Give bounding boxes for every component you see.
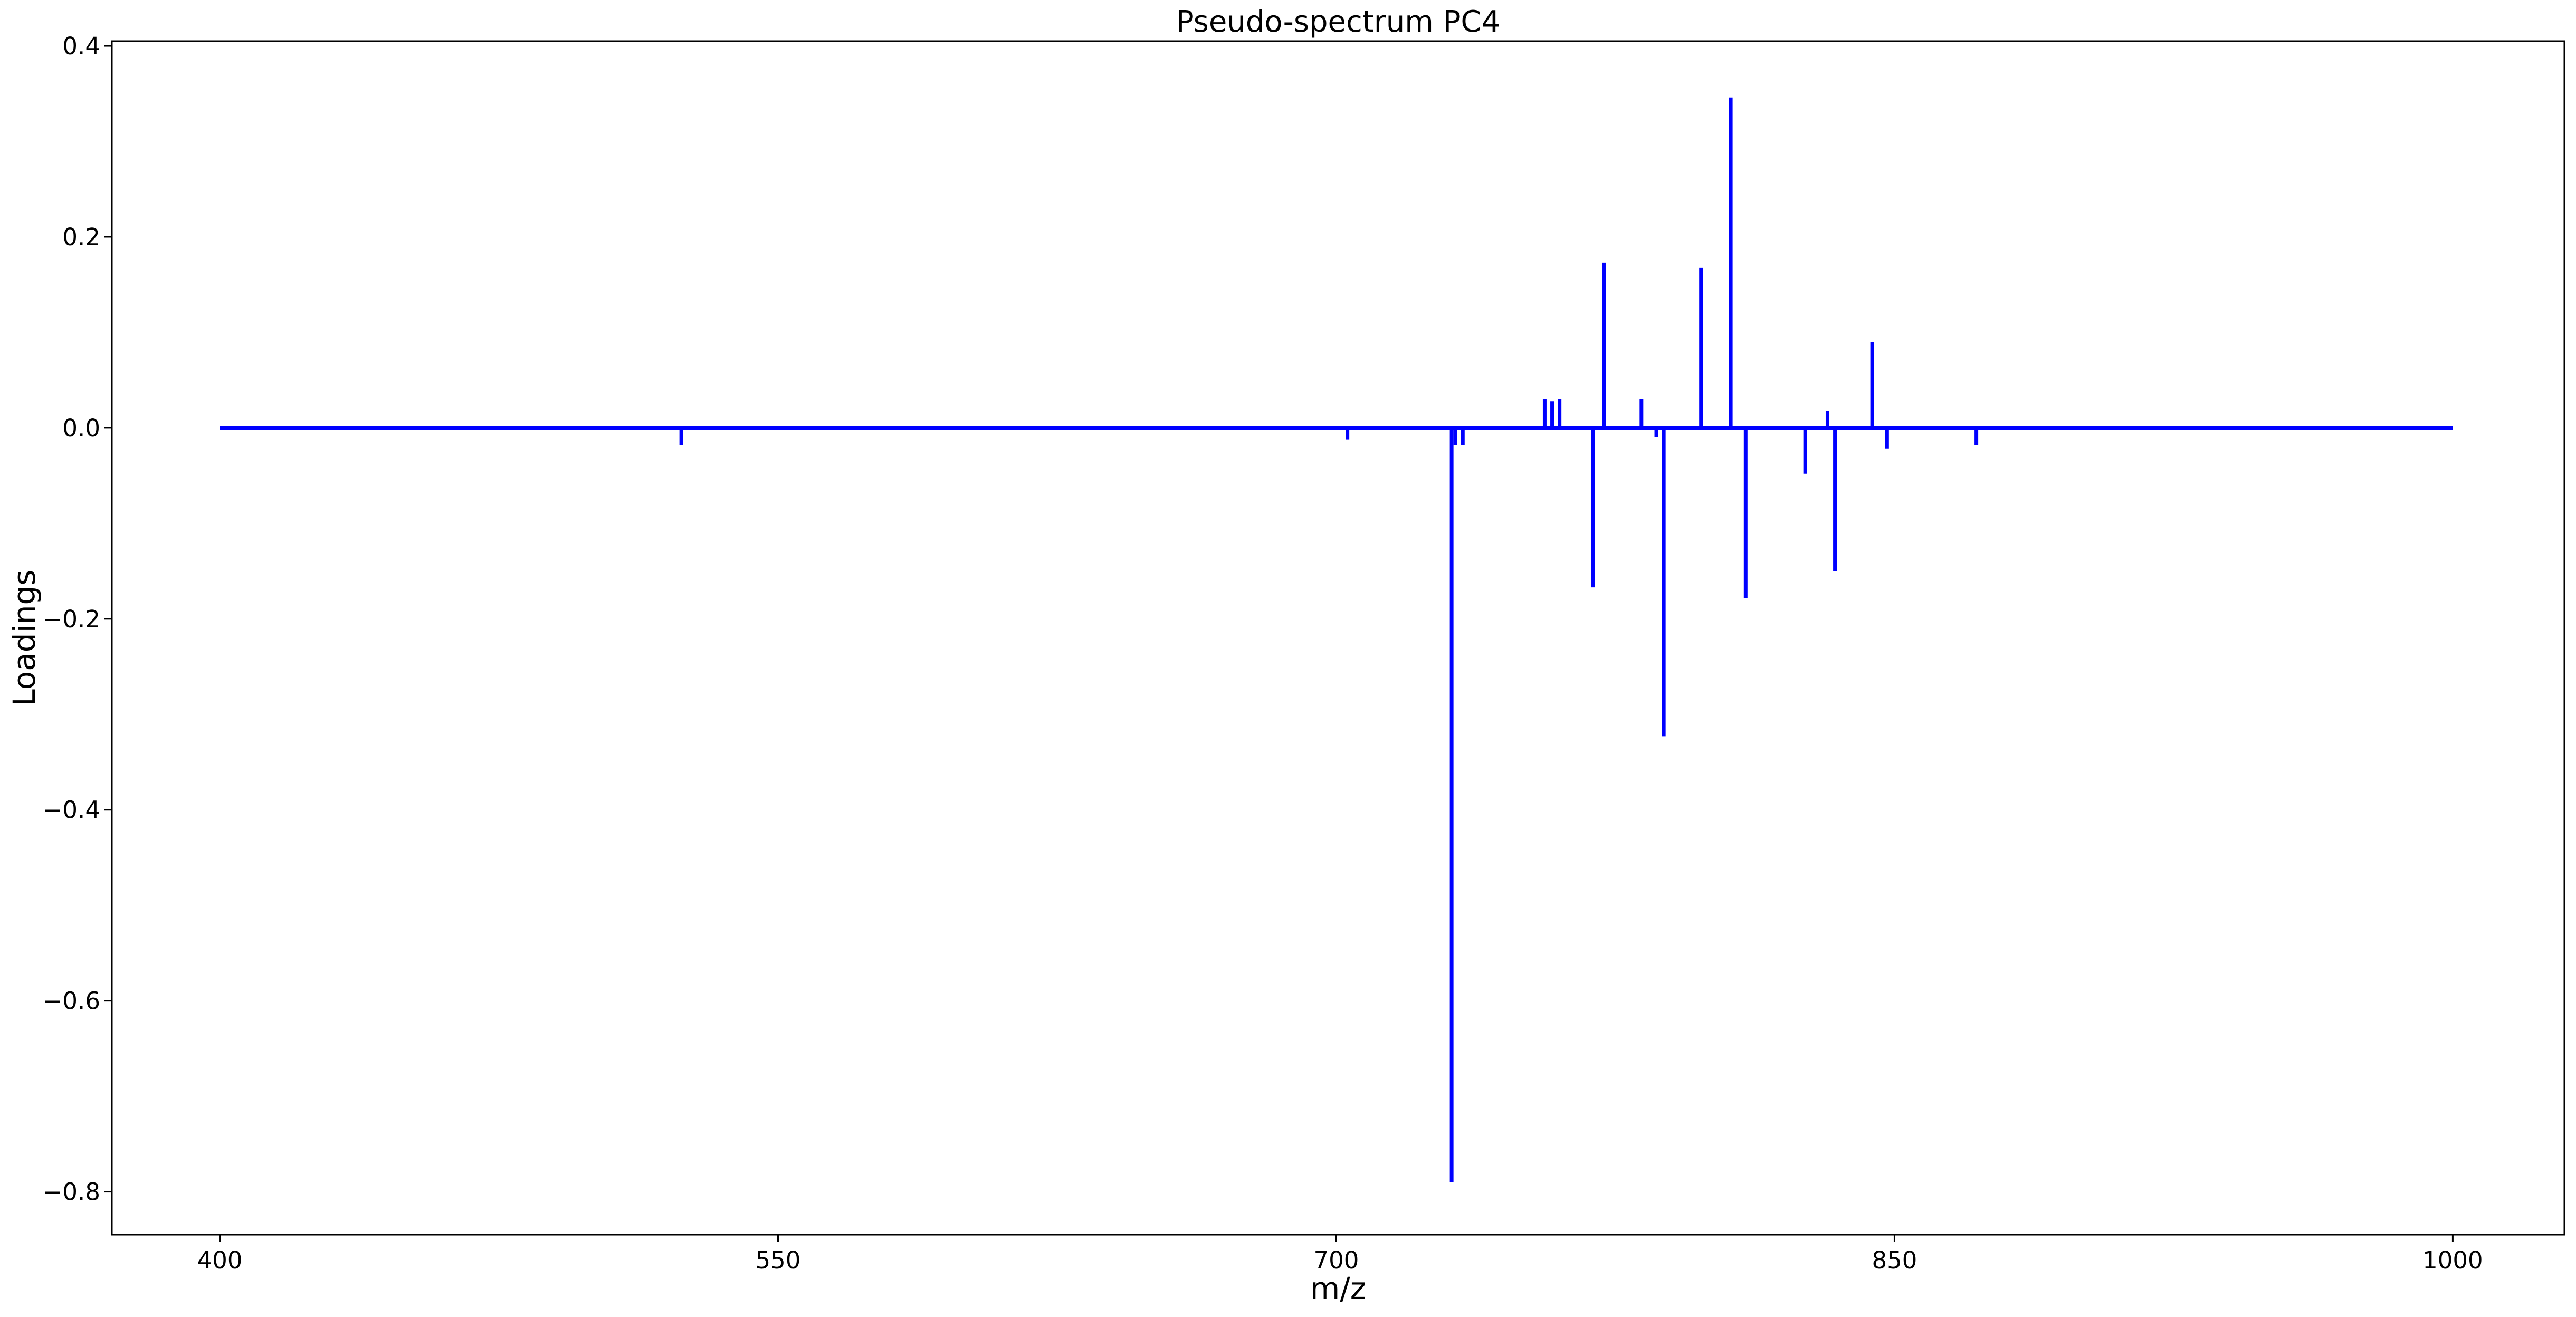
x-tick-label: 850 bbox=[1872, 1246, 1917, 1274]
x-axis-label: m/z bbox=[1310, 1271, 1366, 1306]
x-tick-label: 1000 bbox=[2422, 1246, 2483, 1274]
x-tick-label: 550 bbox=[756, 1246, 801, 1274]
y-tick-label: −0.6 bbox=[43, 987, 100, 1015]
plot-frame bbox=[111, 40, 2565, 1236]
x-tick-label: 400 bbox=[197, 1246, 243, 1274]
y-tick-label: 0.4 bbox=[62, 32, 100, 60]
y-axis: 0.4 0.2 0.0 −0.2 −0.4 −0.6 −0.8 bbox=[43, 32, 112, 1206]
y-tick-label: −0.2 bbox=[43, 605, 100, 633]
y-tick-label: −0.8 bbox=[43, 1178, 100, 1206]
x-tick-label: 700 bbox=[1314, 1246, 1359, 1274]
y-tick-label: 0.2 bbox=[62, 223, 100, 251]
chart-marks bbox=[220, 97, 2453, 1182]
y-axis-label: Loadings bbox=[6, 569, 42, 706]
y-tick-label: −0.4 bbox=[43, 796, 100, 824]
y-tick-label: 0.0 bbox=[62, 414, 100, 442]
chart-title: Pseudo-spectrum PC4 bbox=[1176, 5, 1500, 39]
x-axis: 400 550 700 850 1000 bbox=[197, 1235, 2483, 1274]
